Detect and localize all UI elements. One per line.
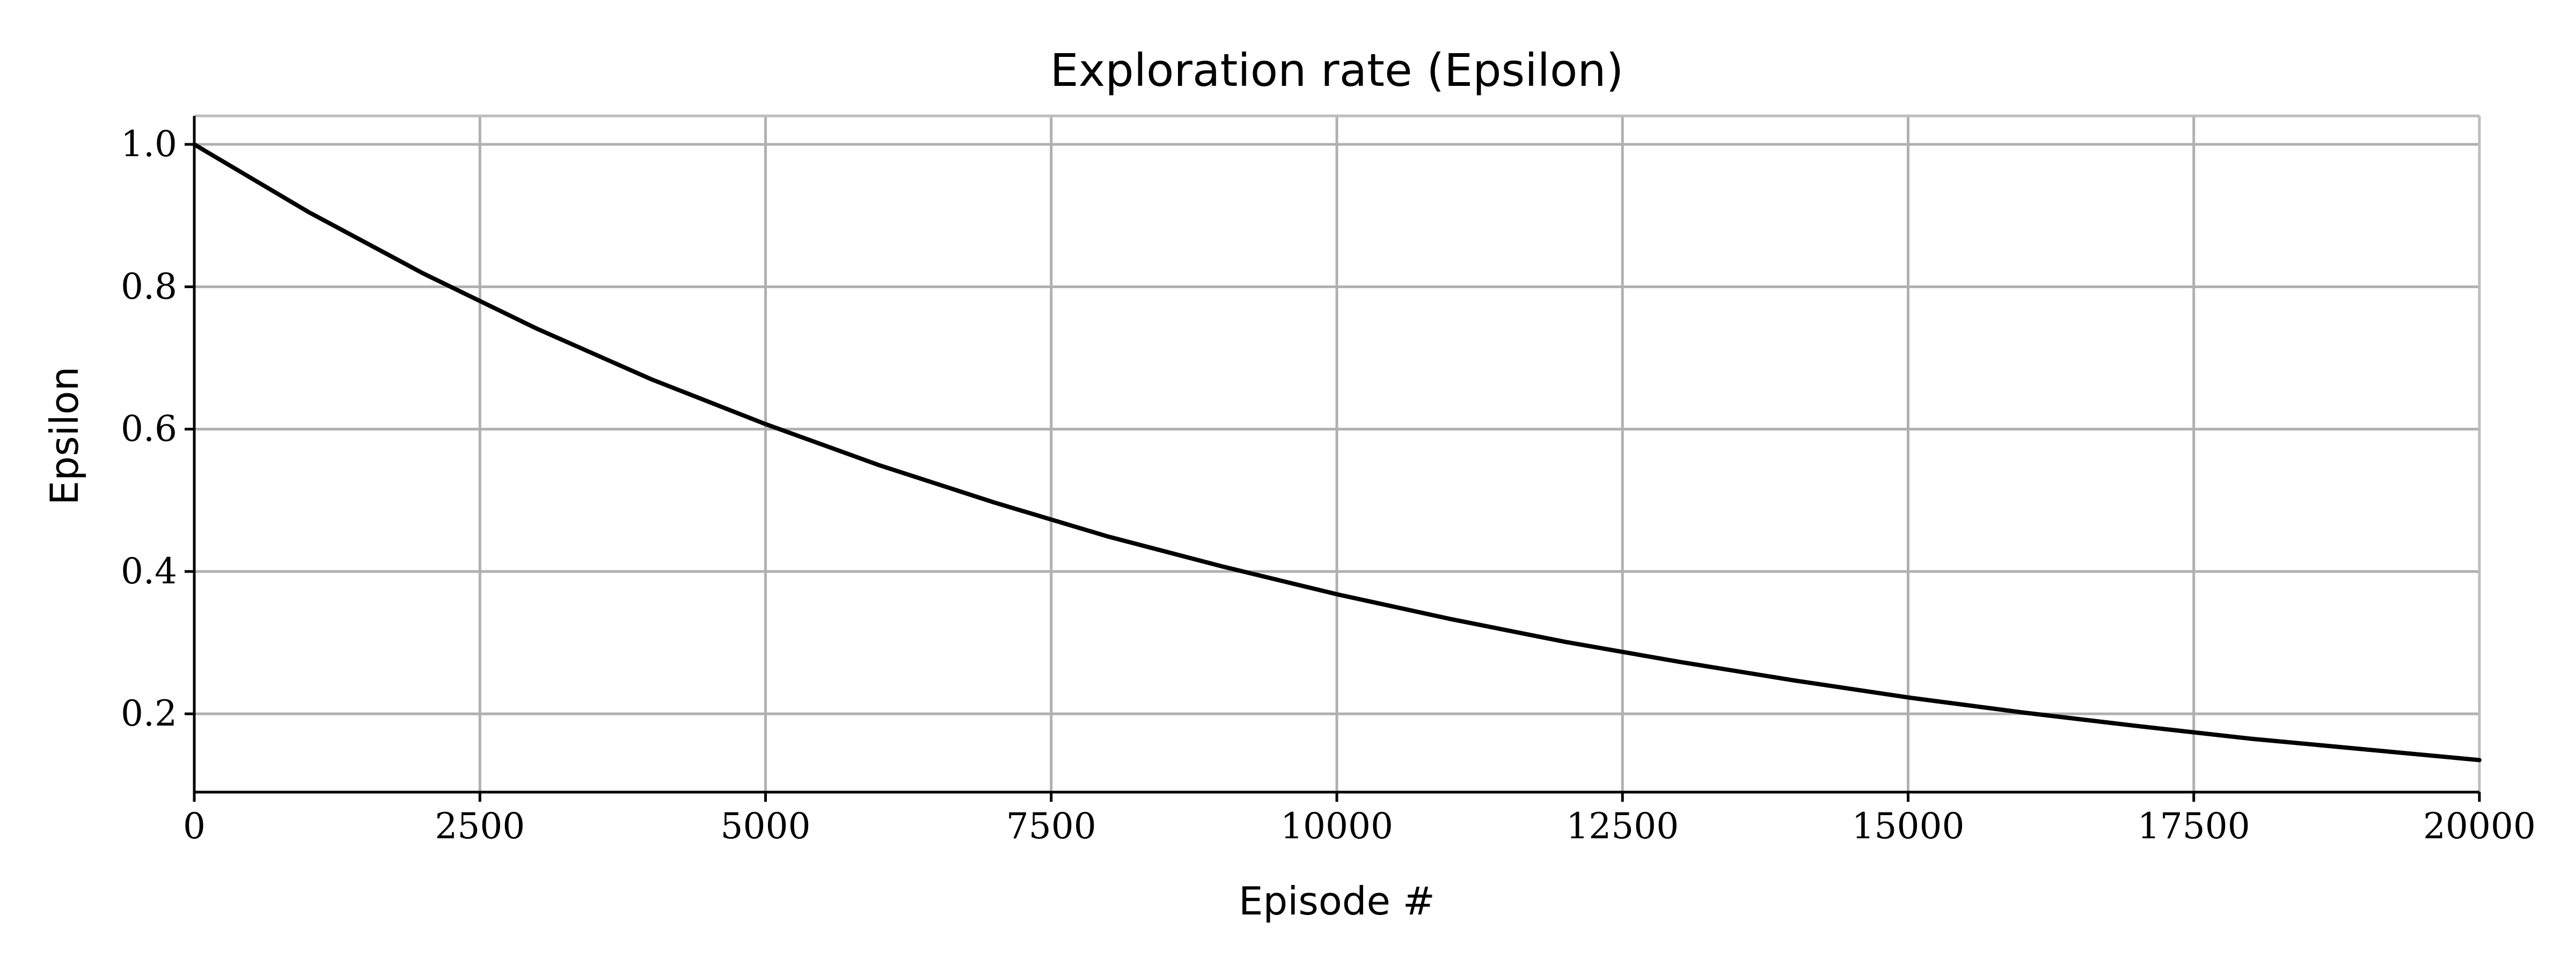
grid-lines xyxy=(193,116,2481,792)
x-axis-label: Episode # xyxy=(1239,879,1435,924)
y-tick-label: 0.8 xyxy=(121,266,177,307)
y-tick-label: 0.2 xyxy=(121,693,177,734)
series-layer xyxy=(192,142,2482,763)
x-tick-label: 17500 xyxy=(2138,806,2250,847)
x-tick-label: 0 xyxy=(183,806,206,847)
y-tick-label: 1.0 xyxy=(121,123,177,165)
x-tick-label: 2500 xyxy=(435,806,525,847)
y-tick-label: 0.4 xyxy=(121,551,177,592)
x-tick-label: 12500 xyxy=(1566,806,1679,847)
x-tick-label: 15000 xyxy=(1852,806,1965,847)
x-tick-label: 5000 xyxy=(721,806,811,847)
epsilon-series-line xyxy=(192,142,2482,763)
y-axis-label: Epsilon xyxy=(42,367,87,505)
x-tick-label: 20000 xyxy=(2423,806,2536,847)
x-tick-label: 10000 xyxy=(1280,806,1393,847)
chart-title: Exploration rate (Epsilon) xyxy=(1050,44,1624,97)
ticks-layer: 0 2500 5000 7500 10000 12500 15000 17500 20000 0.… xyxy=(121,123,2536,847)
y-tick-label: 0.6 xyxy=(121,408,177,450)
x-tick-label: 7500 xyxy=(1006,806,1096,847)
